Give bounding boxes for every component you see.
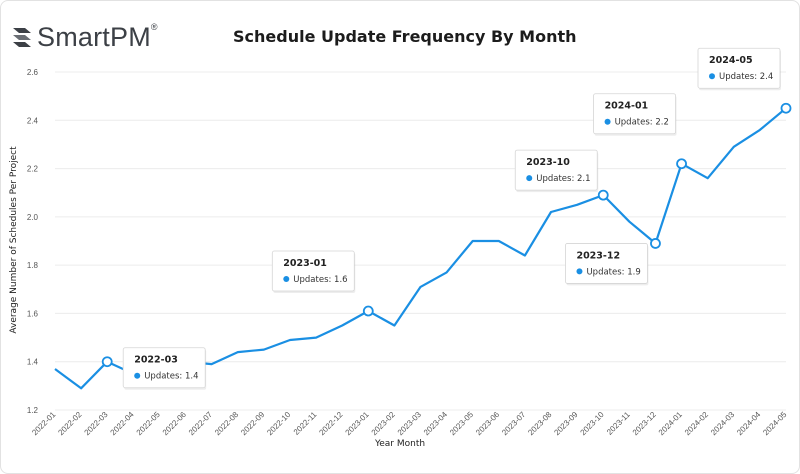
tooltip-series-dot — [134, 372, 141, 379]
y-tick-label: 1.2 — [27, 406, 39, 415]
x-tick-label: 2023-05 — [448, 410, 476, 438]
tooltip-box — [122, 347, 206, 389]
tooltip-title: 2022-03 — [134, 355, 178, 366]
x-tick-label: 2023-08 — [526, 410, 554, 438]
tooltip-title: 2023-12 — [576, 250, 620, 261]
tooltip: 2023-01 Updates: 1.6 — [271, 250, 356, 294]
tooltip-series-dot — [709, 73, 715, 80]
x-tick-label: 2023-02 — [370, 410, 398, 438]
x-tick-label: 2023-11 — [605, 410, 632, 437]
tooltip: 2023-12 Updates: 1.9 — [565, 243, 649, 286]
tooltip-value: Updates: 1.4 — [144, 372, 198, 382]
tooltip-box — [593, 93, 676, 135]
tooltip: 2024-05 Updates: 2.4 — [697, 47, 781, 91]
x-tick-label: 2024-04 — [735, 410, 763, 438]
tooltip-value: Updates: 1.6 — [293, 275, 347, 285]
highlight-point — [780, 102, 792, 114]
x-tick-label: 2024-05 — [761, 410, 789, 438]
highlight-point — [362, 305, 374, 317]
x-tick-label: 2023-12 — [631, 410, 659, 438]
y-tick-label: 2.2 — [27, 165, 39, 174]
x-tick-label: 2022-08 — [213, 410, 241, 438]
y-axis-title: Average Number of Schedules Per Project — [9, 146, 19, 334]
tooltip-value: Updates: 2.2 — [615, 118, 669, 128]
tooltip: 2022-03 Updates: 1.4 — [122, 347, 207, 390]
tooltip-value: Updates: 2.4 — [719, 72, 773, 82]
tooltip-title: 2023-10 — [526, 157, 570, 168]
y-tick-label: 2.0 — [27, 213, 39, 222]
x-tick-label: 2022-06 — [161, 410, 189, 438]
highlight-point — [676, 158, 687, 170]
x-tick-label: 2024-03 — [709, 410, 737, 438]
tooltip-series-dot — [576, 268, 583, 275]
brand-registered-mark: ® — [150, 22, 158, 32]
y-tick-label: 1.8 — [27, 261, 39, 270]
tooltip-title: 2024-05 — [709, 55, 753, 66]
x-tick-label: 2023-07 — [500, 410, 528, 438]
smartpm-logo-icon — [13, 28, 31, 47]
x-tick-label: 2022-12 — [317, 410, 345, 438]
tooltip-box — [697, 47, 781, 89]
x-tick-label: 2023-09 — [552, 410, 580, 438]
tooltip-series-dot — [604, 118, 611, 125]
tooltip-value: Updates: 2.1 — [536, 174, 590, 184]
y-tick-label: 1.6 — [27, 309, 39, 318]
y-tick-label: 2.4 — [27, 116, 39, 125]
x-tick-label: 2024-01 — [657, 410, 685, 438]
highlight-point — [650, 238, 661, 249]
x-tick-label: 2023-10 — [579, 410, 607, 438]
tooltip-box — [271, 250, 355, 292]
y-tick-label: 2.6 — [27, 68, 39, 77]
x-tick-label: 2022-03 — [83, 410, 111, 438]
tooltip-series-dot — [283, 276, 290, 283]
y-axis-ticks: 1.2 1.4 1.6 1.8 2.0 2.2 2.4 2.6 — [27, 68, 39, 415]
x-tick-label: 2024-02 — [683, 410, 711, 438]
tooltip: 2024-01 Updates: 2.2 — [593, 93, 677, 136]
highlight-point — [101, 356, 113, 368]
tooltip-value: Updates: 1.9 — [586, 267, 640, 277]
x-tick-label: 2022-05 — [135, 410, 163, 438]
x-tick-label: 2023-06 — [474, 410, 502, 438]
tooltip-series-dot — [526, 175, 533, 182]
x-tick-label: 2022-09 — [239, 410, 267, 438]
series-line-group — [54, 107, 787, 390]
y-tick-label: 1.4 — [27, 358, 39, 367]
tooltip-title: 2024-01 — [605, 101, 649, 112]
x-axis-ticks: 2022-012022-022022-032022-042022-052022-… — [30, 410, 789, 438]
x-tick-label: 2022-11 — [292, 410, 319, 437]
tooltip-box — [514, 149, 598, 191]
x-tick-label: 2023-03 — [396, 410, 424, 438]
x-tick-label: 2022-07 — [187, 410, 215, 438]
x-axis-title: Year Month — [374, 439, 425, 449]
chart-title: Schedule Update Frequency By Month — [233, 27, 577, 46]
tooltip: 2023-10 Updates: 2.1 — [514, 149, 599, 193]
highlight-point — [597, 189, 609, 201]
series-line — [54, 107, 787, 390]
smartpm-logo: SmartPM ® — [11, 19, 158, 55]
x-tick-label: 2022-04 — [109, 410, 137, 438]
highlight-markers — [101, 102, 792, 368]
x-tick-label: 2023-04 — [422, 410, 450, 438]
x-tick-label: 2022-10 — [265, 410, 293, 438]
tooltip-box — [565, 243, 648, 284]
brand-name: SmartPM — [37, 21, 151, 52]
x-tick-label: 2022-02 — [56, 410, 84, 438]
tooltip-title: 2023-01 — [283, 258, 327, 269]
x-tick-label: 2023-01 — [344, 410, 372, 438]
